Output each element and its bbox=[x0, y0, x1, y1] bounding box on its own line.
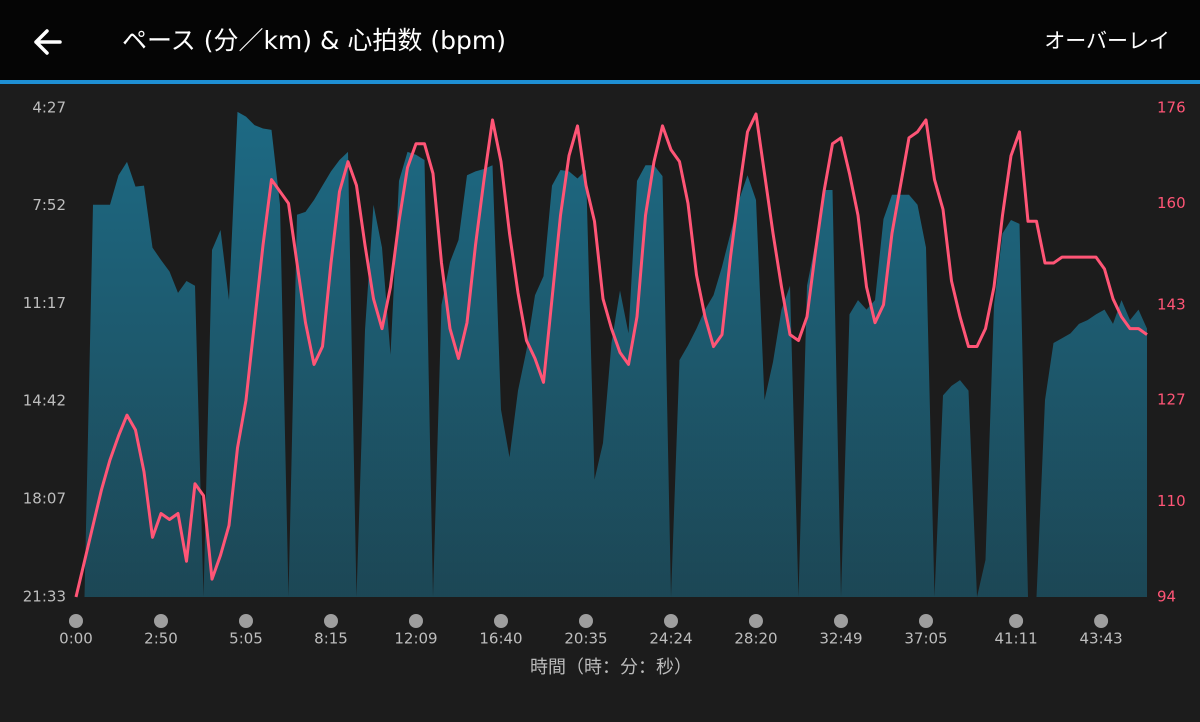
top-bar bbox=[0, 0, 1200, 80]
x-tick-dot bbox=[834, 614, 848, 628]
x-tick-dot bbox=[919, 614, 933, 628]
y2-tick-label: 110 bbox=[1157, 492, 1186, 510]
x-tick-dot bbox=[69, 614, 83, 628]
x-tick-label: 5:05 bbox=[229, 630, 263, 648]
x-tick-dot bbox=[1094, 614, 1109, 628]
x-tick-dot bbox=[664, 614, 678, 628]
x-tick-dot bbox=[749, 614, 763, 628]
y-tick-label: 18:07 bbox=[23, 489, 66, 507]
x-tick-label: 12:09 bbox=[394, 630, 437, 648]
x-tick-dot bbox=[494, 614, 508, 628]
x-tick-label: 41:11 bbox=[994, 630, 1037, 648]
y2-tick-label: 94 bbox=[1157, 588, 1176, 606]
x-tick-label: 8:15 bbox=[314, 630, 348, 648]
back-arrow[interactable] bbox=[34, 29, 62, 55]
x-tick-dot bbox=[154, 614, 168, 628]
x-tick-dot bbox=[409, 614, 423, 628]
x-tick-label: 37:05 bbox=[904, 630, 947, 648]
x-tick-dot bbox=[239, 614, 253, 628]
x-tick-dot bbox=[1009, 614, 1024, 628]
x-tick-dot bbox=[324, 614, 338, 628]
y-tick-label: 4:27 bbox=[32, 99, 66, 117]
y-tick-label: 11:17 bbox=[23, 294, 66, 312]
x-tick-label: 0:00 bbox=[59, 630, 93, 648]
x-tick-label: 43:43 bbox=[1079, 630, 1122, 648]
y2-tick-label: 160 bbox=[1157, 194, 1186, 212]
x-tick-label: 28:20 bbox=[734, 630, 777, 648]
x-tick-label: 16:40 bbox=[479, 630, 522, 648]
heart-rate-line bbox=[74, 112, 1148, 598]
page-title: ペース (分／km) & 心拍数 (bpm) bbox=[122, 26, 506, 55]
x-tick-label: 20:35 bbox=[564, 630, 607, 648]
y-tick-label: 21:33 bbox=[23, 588, 66, 606]
y2-tick-label: 143 bbox=[1157, 295, 1186, 313]
x-tick-label: 2:50 bbox=[144, 630, 178, 648]
x-tick-dot bbox=[579, 614, 593, 628]
overlay-button[interactable]: オーバーレイ bbox=[1044, 29, 1170, 53]
accent-line bbox=[0, 80, 1200, 84]
y-tick-label: 14:42 bbox=[23, 392, 66, 410]
x-tick-label: 24:24 bbox=[649, 630, 692, 648]
x-tick-label: 32:49 bbox=[819, 630, 862, 648]
x-axis-label: 時間（時：分：秒） bbox=[530, 657, 692, 678]
y-tick-label: 7:52 bbox=[32, 196, 66, 214]
y2-tick-label: 127 bbox=[1157, 391, 1186, 409]
pace-area bbox=[76, 111, 1147, 597]
y2-tick-label: 176 bbox=[1157, 99, 1186, 117]
back-button[interactable] bbox=[34, 29, 62, 55]
